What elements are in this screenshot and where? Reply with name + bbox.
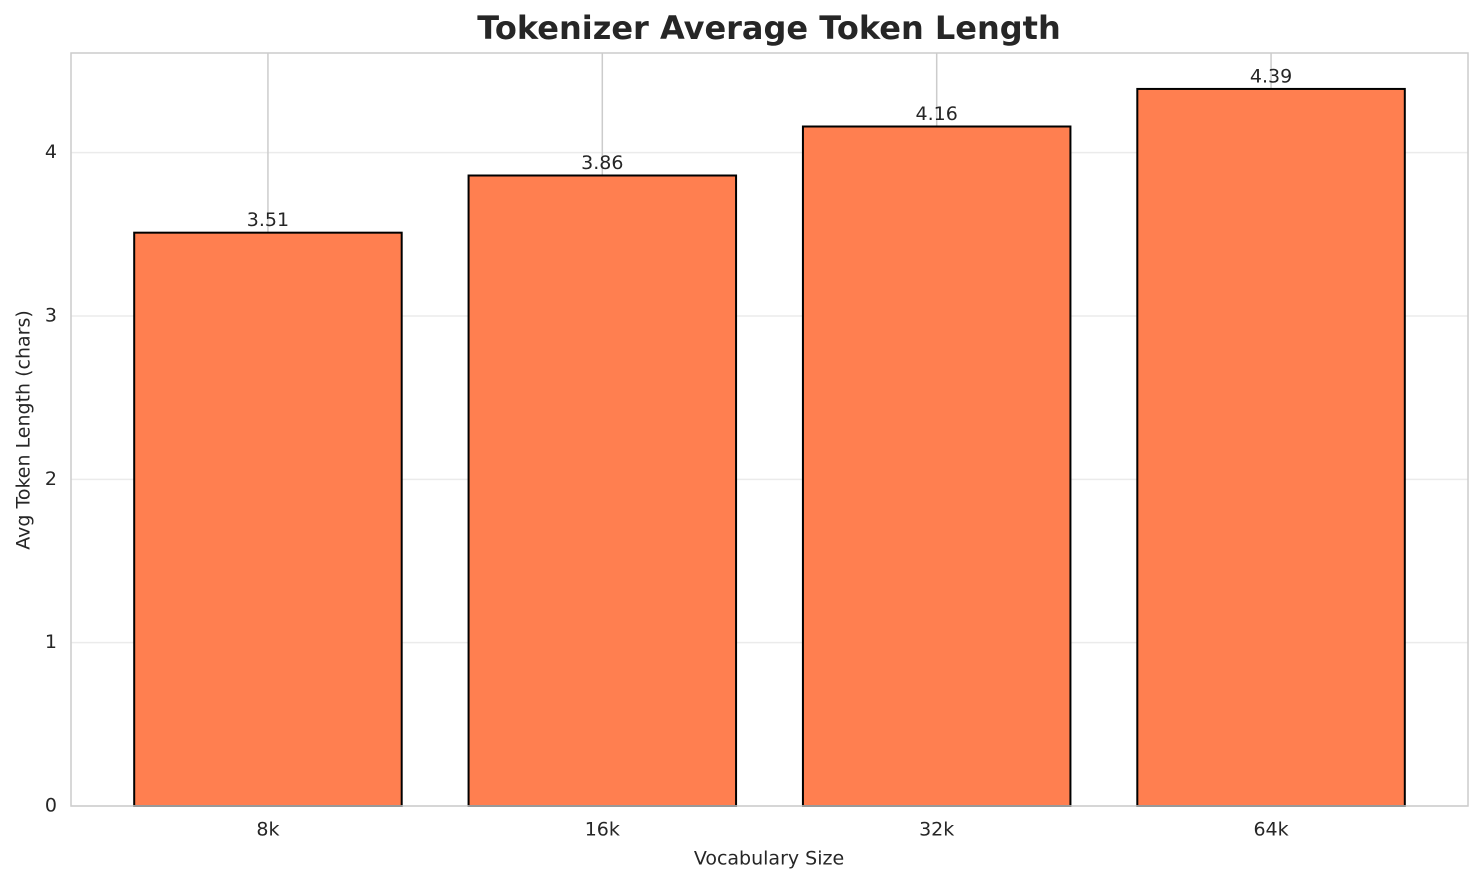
- value-label: 3.86: [581, 152, 623, 174]
- y-tick-label: 4: [45, 141, 57, 163]
- marks: 3.51 3.86 4.16 4.39: [133, 65, 1406, 808]
- bar: [467, 174, 738, 807]
- x-tick-label: 8k: [256, 819, 279, 841]
- value-label: 4.16: [916, 103, 958, 125]
- y-axis-label: Avg Token Length (chars): [13, 310, 35, 550]
- y-tick-label: 1: [45, 631, 57, 653]
- y-tick-label: 0: [45, 795, 57, 817]
- bar: [801, 125, 1072, 808]
- chart-title: Tokenizer Average Token Length: [477, 9, 1060, 47]
- bar: [1136, 87, 1406, 807]
- x-axis-label: Vocabulary Size: [694, 848, 844, 870]
- x-tick-label: 64k: [1253, 819, 1288, 841]
- y-tick-label: 2: [45, 468, 57, 490]
- value-label: 3.51: [247, 209, 289, 231]
- plot-frame: [70, 52, 1469, 807]
- value-label: 4.39: [1250, 65, 1292, 87]
- bar: [133, 231, 403, 807]
- x-tick-label: 16k: [585, 819, 620, 841]
- x-tick-label: 32k: [919, 819, 954, 841]
- y-tick-label: 3: [45, 304, 57, 326]
